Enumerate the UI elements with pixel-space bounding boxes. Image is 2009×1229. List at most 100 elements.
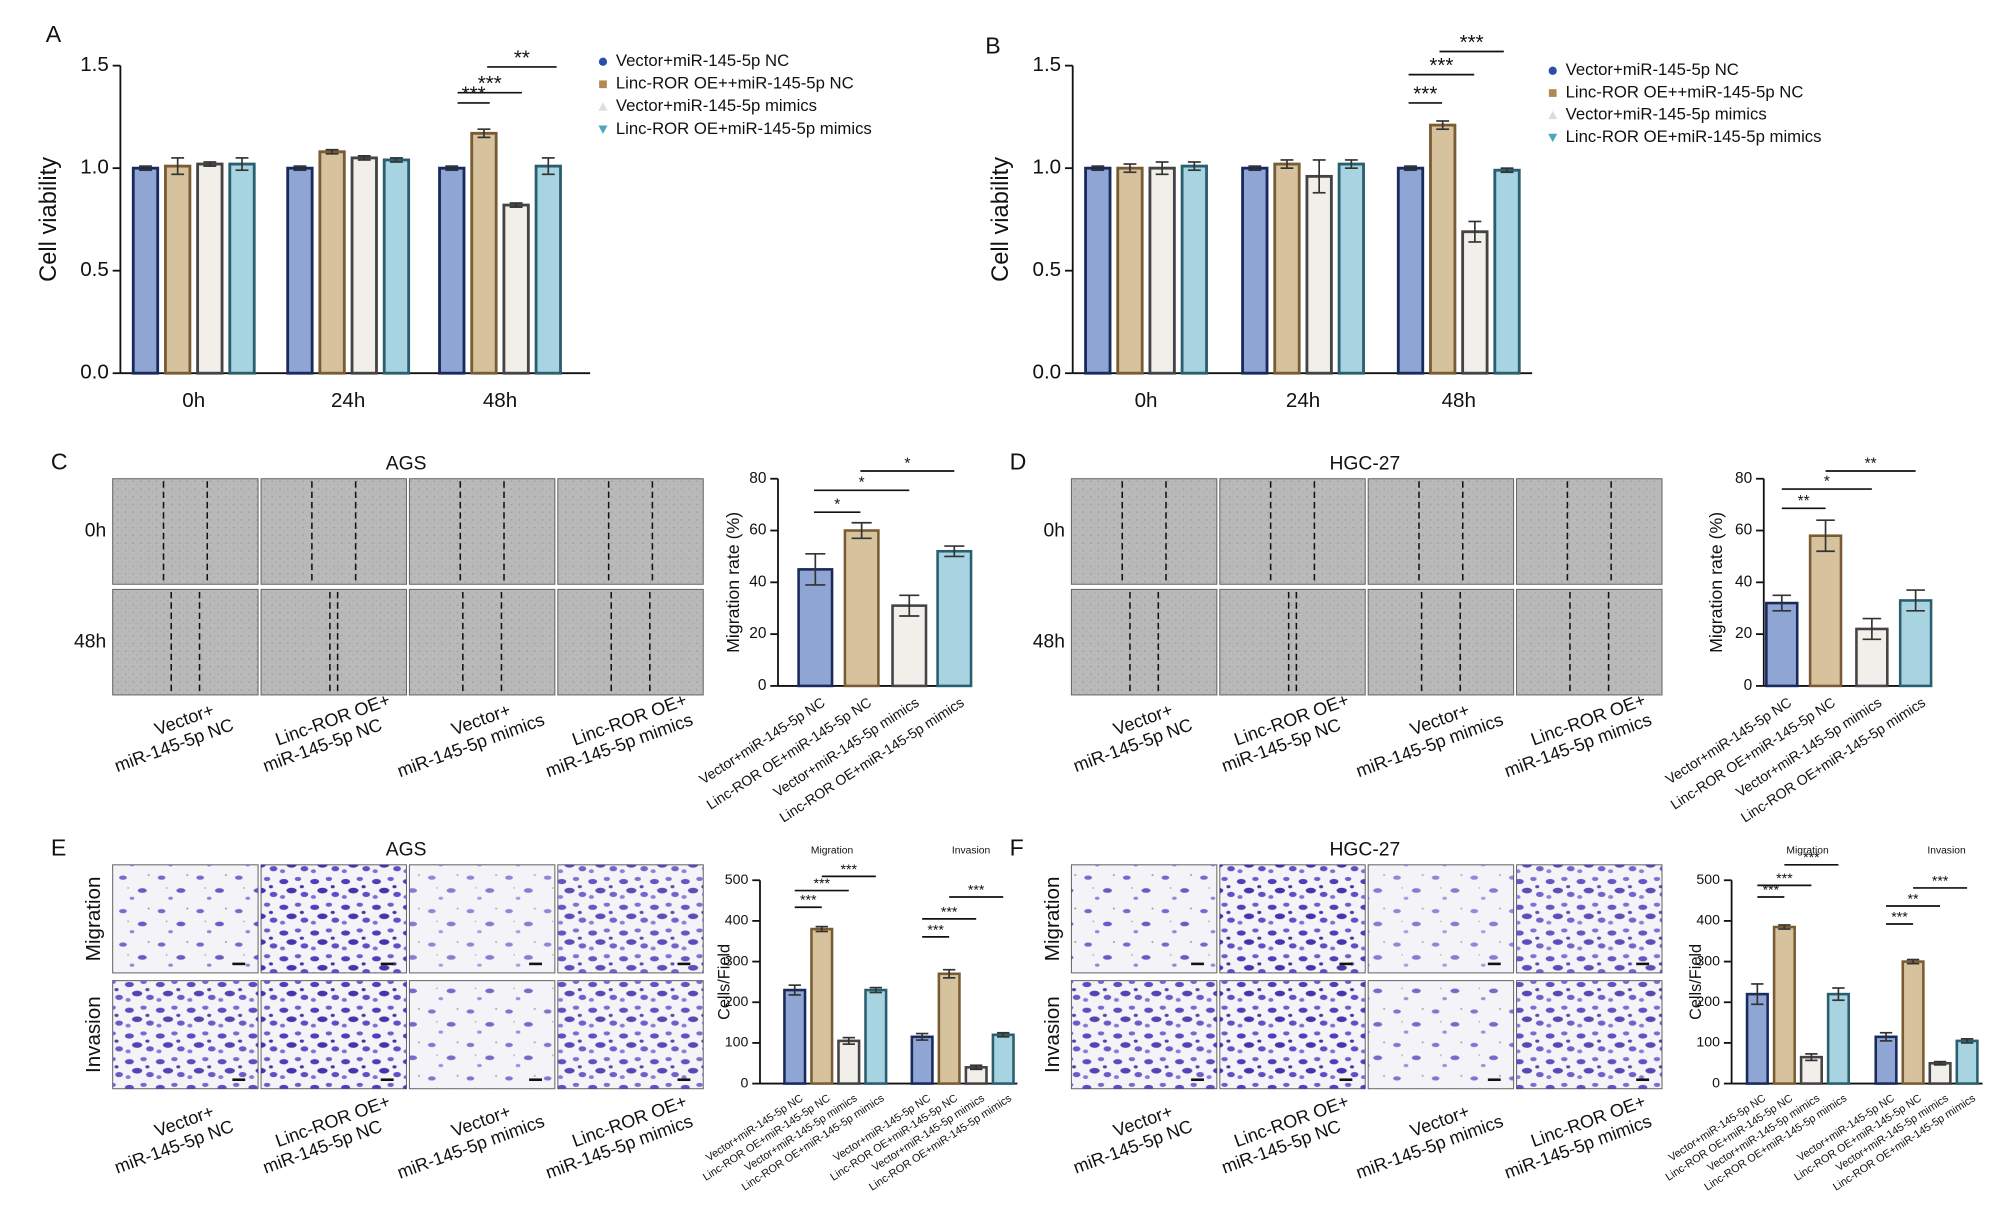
micrograph-cells [557,980,704,1089]
significance-label: *** [478,72,502,95]
y-tick-label: 0 [741,1074,749,1090]
y-axis-label: Cells/Field [1687,944,1705,1020]
bar [1928,1061,1952,1085]
y-tick-label: 0.5 [80,258,109,281]
group-label: Migration [811,845,854,856]
y-tick-label: 100 [725,1034,749,1050]
row-label: 48h [74,631,106,652]
error-bar [1436,120,1450,131]
bar [318,150,346,375]
micrograph [1219,588,1366,696]
error-bar [1500,167,1514,174]
micrograph [1367,980,1515,1090]
y-tick-label: 20 [749,625,766,642]
micrograph-cells [1368,980,1514,1089]
bar [783,988,807,1085]
bar [438,166,466,375]
y-axis-label: Cell viability [988,157,1014,282]
significance-label: *** [814,875,831,891]
group-label: Migration [1786,845,1829,856]
micrograph [408,478,556,585]
error-bar [1879,1031,1893,1042]
micrograph-cells [1516,864,1662,973]
micrograph [1367,588,1515,696]
error-bar [139,165,152,172]
bar [1241,166,1269,375]
bar [1461,230,1489,375]
legend-label: Linc-ROR OE+miR-145-5p mimics [1566,127,1822,146]
micrograph-bg [1219,588,1366,696]
bar [991,1033,1015,1085]
micrograph [112,588,259,696]
significance-label: *** [462,82,486,105]
error-bar [1155,161,1169,176]
y-tick-label: 0 [1712,1074,1720,1090]
micrograph-cells [261,864,407,973]
significance-label: * [834,497,840,514]
error-bar [1091,165,1105,172]
bar [910,1035,934,1085]
bar [810,927,834,1085]
micrograph-cells [261,980,407,1089]
micrograph [112,864,259,974]
error-bar [1248,165,1262,172]
y-tick-label: 20 [1735,625,1752,642]
y-tick-label: 400 [725,912,749,928]
y-axis-label: Migration rate (%) [1706,512,1726,653]
error-bar [851,521,872,540]
x-tick-label: 48h [483,389,517,412]
bar [1901,960,1925,1085]
error-bar [293,165,307,172]
y-tick-label: 0.5 [1033,258,1062,281]
scale-bar [380,962,394,966]
row-label: Migration [82,877,105,962]
micrograph-bg [1219,478,1366,585]
significance-label: *** [1413,82,1437,105]
micrograph-bg [1070,588,1218,696]
y-tick-label: 400 [1696,912,1720,928]
significance-label: *** [800,892,817,908]
scale-bar [1636,962,1650,966]
bar [1772,925,1796,1085]
micrograph-bg [1070,478,1218,585]
micrograph-cells [1368,864,1514,973]
micrograph-cells [1071,980,1217,1089]
x-tick-label: 0h [182,389,205,412]
micrograph-cells [1219,864,1366,973]
y-tick-label: 40 [1735,573,1752,590]
error-bar [235,157,249,172]
micrograph-bg [408,478,556,585]
bar [1273,162,1301,375]
scale-bar [529,962,542,966]
bar [937,972,961,1085]
error-bar [390,157,403,163]
y-tick-label: 0 [758,677,767,694]
micrograph [112,478,259,585]
error-bar [445,165,459,172]
error-bar [357,155,371,161]
scale-bar [677,962,691,966]
micrograph [1070,980,1218,1090]
y-tick-label: 300 [725,952,749,968]
bar [470,131,498,375]
y-tick-label: 200 [725,993,749,1009]
micrograph [1070,478,1218,585]
micrograph [112,980,259,1090]
y-tick-label: 0 [1744,677,1753,694]
bar [228,162,256,375]
micrograph-cells [112,980,259,1089]
row-label: 0h [85,521,106,542]
significance-label: *** [1460,31,1484,54]
significance-label: * [1824,473,1830,490]
row-label: Invasion [1041,996,1064,1073]
micrograph [1219,980,1366,1090]
row-label: 48h [1033,631,1065,652]
bar [164,164,192,375]
bar [936,549,973,688]
error-bar [1404,165,1417,172]
micrograph-bg [260,478,407,585]
bar [1429,123,1457,375]
legend-marker [598,57,608,66]
legend-marker [599,80,607,89]
micrograph [1516,980,1663,1090]
